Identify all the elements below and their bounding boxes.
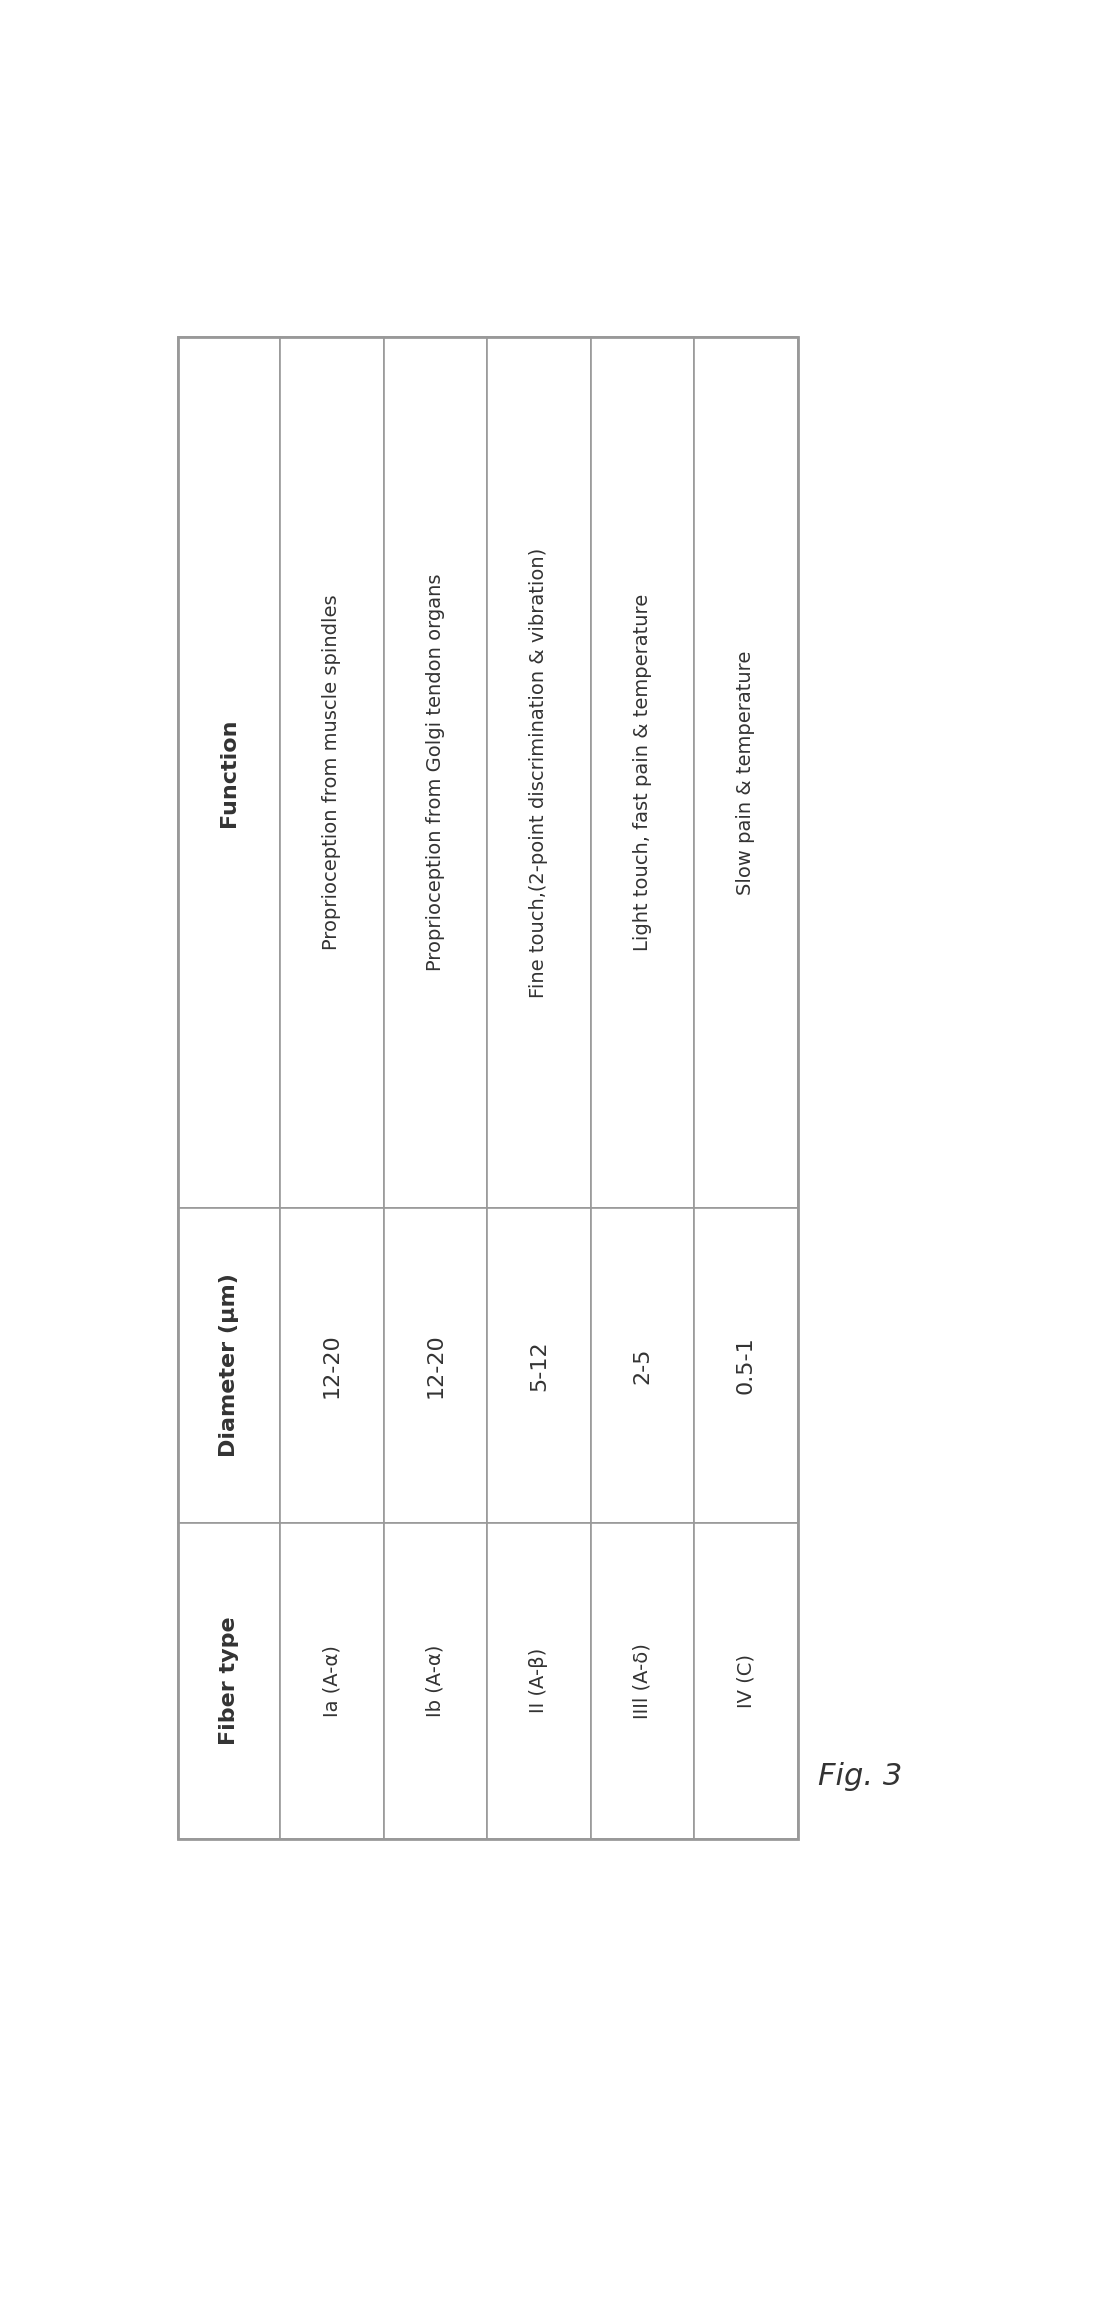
Bar bbox=[178, 1207, 280, 1523]
Bar bbox=[384, 1523, 487, 1839]
Bar bbox=[694, 337, 797, 1207]
Text: Slow pain & temperature: Slow pain & temperature bbox=[736, 651, 755, 896]
Bar bbox=[280, 1523, 384, 1839]
Bar bbox=[178, 337, 280, 1207]
Bar bbox=[694, 1523, 797, 1839]
Text: 0.5-1: 0.5-1 bbox=[736, 1336, 756, 1394]
Bar bbox=[487, 1523, 590, 1839]
Text: Light touch, fast pain & temperature: Light touch, fast pain & temperature bbox=[633, 593, 652, 951]
Bar bbox=[384, 337, 487, 1207]
Text: Function: Function bbox=[219, 718, 239, 826]
Bar bbox=[590, 1523, 694, 1839]
Text: Fiber type: Fiber type bbox=[219, 1616, 239, 1745]
Bar bbox=[178, 337, 797, 1839]
Text: 2-5: 2-5 bbox=[633, 1348, 653, 1385]
Text: IV (C): IV (C) bbox=[736, 1655, 755, 1708]
Text: Fine touch,(2-point discrimination & vibration): Fine touch,(2-point discrimination & vib… bbox=[529, 547, 548, 997]
Bar bbox=[178, 1523, 280, 1839]
Bar bbox=[280, 1207, 384, 1523]
Text: Fig. 3: Fig. 3 bbox=[817, 1763, 902, 1791]
Bar bbox=[384, 1207, 487, 1523]
Text: Ib (A-α): Ib (A-α) bbox=[426, 1646, 445, 1717]
Text: 5-12: 5-12 bbox=[529, 1341, 549, 1392]
Text: 12-20: 12-20 bbox=[321, 1334, 341, 1399]
Text: IIIl (A-δ): IIIl (A-δ) bbox=[633, 1643, 652, 1719]
Text: Diameter (μm): Diameter (μm) bbox=[219, 1274, 239, 1456]
Text: Proprioception from muscle spindles: Proprioception from muscle spindles bbox=[322, 595, 341, 951]
Bar bbox=[590, 1207, 694, 1523]
Bar bbox=[487, 1207, 590, 1523]
Text: II (A-β): II (A-β) bbox=[529, 1648, 548, 1713]
Text: 12-20: 12-20 bbox=[426, 1334, 446, 1399]
Text: Ia (A-α): Ia (A-α) bbox=[322, 1646, 341, 1717]
Bar bbox=[590, 337, 694, 1207]
Bar bbox=[280, 337, 384, 1207]
Bar bbox=[487, 337, 590, 1207]
Text: Proprioception from Golgi tendon organs: Proprioception from Golgi tendon organs bbox=[426, 575, 445, 972]
Bar bbox=[694, 1207, 797, 1523]
